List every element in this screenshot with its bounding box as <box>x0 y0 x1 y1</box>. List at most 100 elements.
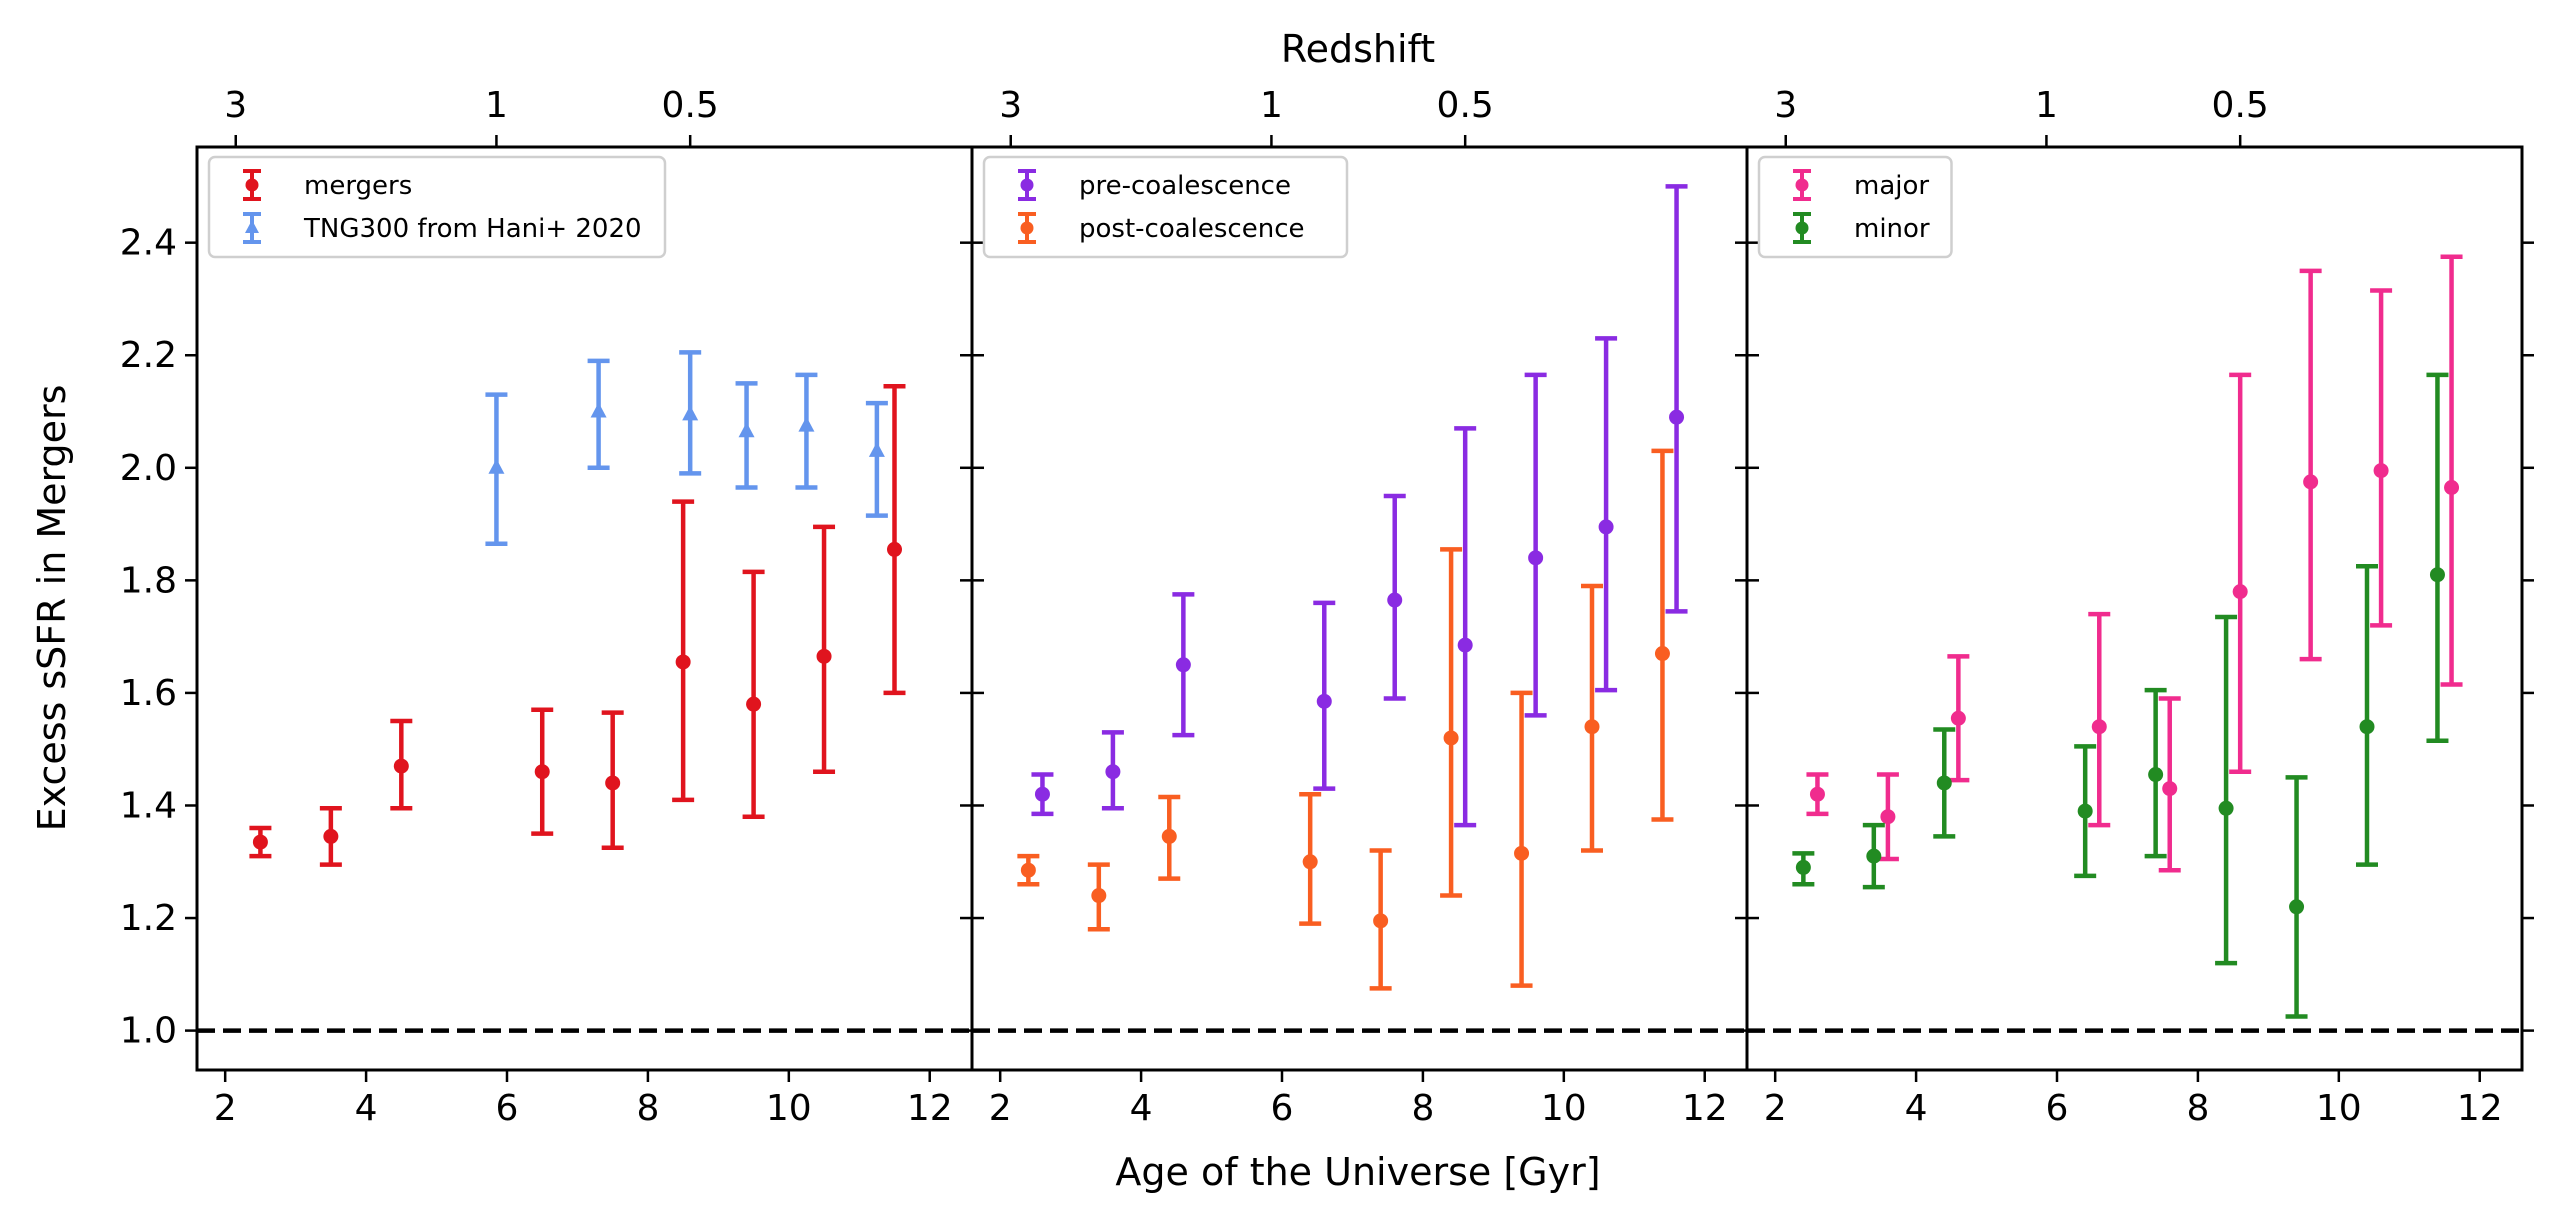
data-point <box>816 648 832 664</box>
x-tick-label: 4 <box>1905 1088 1928 1129</box>
top-tick-label: 1 <box>485 85 508 126</box>
y-tick-label: 1.4 <box>120 785 177 826</box>
x-tick-label: 12 <box>2457 1088 2503 1129</box>
data-point <box>1795 859 1811 875</box>
x-tick-label: 2 <box>214 1088 237 1129</box>
legend-label: mergers <box>304 171 412 201</box>
series-tng300-from-hani-2020 <box>485 350 888 547</box>
data-point <box>2373 463 2389 479</box>
series-major <box>1806 254 2463 873</box>
top-tick-label: 3 <box>999 85 1022 126</box>
legend-label: TNG300 from Hani+ 2020 <box>303 214 642 244</box>
plot-frame <box>970 145 1749 1072</box>
data-point <box>2429 567 2445 583</box>
y-tick-label: 1.0 <box>120 1011 177 1052</box>
legend: pre-coalescence post-coalescence <box>982 155 1349 259</box>
y-tick-label: 2.0 <box>120 448 177 489</box>
data-point <box>1020 862 1036 878</box>
x-tick-label: 2 <box>1764 1088 1787 1129</box>
legend-marker <box>1020 178 1034 192</box>
x-tick-label: 8 <box>636 1088 659 1129</box>
series-mergers <box>249 383 906 867</box>
data-point <box>1302 854 1318 870</box>
data-point <box>1316 693 1332 709</box>
top-tick-label: 0.5 <box>1437 85 1494 126</box>
x-tick-label: 6 <box>496 1088 519 1129</box>
x-tick-label: 12 <box>907 1088 953 1129</box>
data-point <box>675 654 691 670</box>
data-point <box>323 828 339 844</box>
top-tick-label: 0.5 <box>662 85 719 126</box>
data-point <box>1584 719 1600 735</box>
series-minor <box>1792 372 2449 1019</box>
data-point <box>746 696 762 712</box>
legend-box <box>982 155 1349 259</box>
x-tick-label: 6 <box>2046 1088 2069 1129</box>
top-tick-label: 1 <box>1260 85 1283 126</box>
panel-2: 2 4 6 8 10 12 3 1 0.5 pre-coalescence post-coalesc… <box>970 85 1749 1129</box>
plot-frame <box>195 145 974 1072</box>
data-point <box>2444 479 2460 495</box>
data-point <box>1528 550 1544 566</box>
panel-3: 2 4 6 8 10 12 3 1 0.5 major minor <box>1745 85 2534 1129</box>
data-point <box>1387 592 1403 608</box>
data-point <box>2232 584 2248 600</box>
data-point <box>1034 786 1050 802</box>
data-point <box>1880 809 1896 825</box>
data-point <box>534 764 550 780</box>
y-tick-label: 2.2 <box>120 335 177 376</box>
data-point <box>1654 646 1670 662</box>
data-point <box>2359 719 2375 735</box>
data-point <box>1809 786 1825 802</box>
panels-group: 2 4 6 8 10 123 1 0.51.01.21.41.61.82.02.22.4mer… <box>120 85 2534 1129</box>
data-point <box>2303 474 2319 490</box>
data-point <box>682 405 699 421</box>
data-point <box>1866 848 1882 864</box>
x-tick-label: 6 <box>1271 1088 1294 1129</box>
legend-label: minor <box>1854 214 1930 244</box>
plot-frame <box>1745 145 2524 1072</box>
data-point <box>1457 637 1473 653</box>
top-axis-title: Redshift <box>1281 27 1435 71</box>
data-point <box>2162 781 2178 797</box>
data-point <box>2077 803 2093 819</box>
legend-box <box>207 155 667 259</box>
data-point <box>798 416 815 432</box>
data-point <box>1091 888 1107 904</box>
legend-label: major <box>1854 171 1929 201</box>
x-tick-label: 10 <box>2316 1088 2362 1129</box>
data-point <box>2148 767 2164 783</box>
legend: mergers TNG300 from Hani+ 2020 <box>207 155 667 259</box>
x-tick-label: 4 <box>355 1088 378 1129</box>
data-point <box>1443 730 1459 746</box>
top-tick-label: 1 <box>2035 85 2058 126</box>
x-tick-label: 4 <box>1130 1088 1153 1129</box>
x-axis-title: Age of the Universe [Gyr] <box>1115 1150 1600 1194</box>
x-tick-label: 10 <box>1541 1088 1587 1129</box>
legend-label: pre-coalescence <box>1079 171 1291 201</box>
x-tick-label: 8 <box>2186 1088 2209 1129</box>
legend-marker <box>245 178 259 192</box>
data-point <box>1105 764 1121 780</box>
series-post-coalescence <box>1017 448 1674 991</box>
x-tick-label: 2 <box>989 1088 1012 1129</box>
y-tick-label: 1.8 <box>120 560 177 601</box>
data-point <box>1598 519 1614 535</box>
data-point <box>868 441 885 457</box>
data-point <box>605 775 621 791</box>
y-tick-label: 1.2 <box>120 898 177 939</box>
legend-marker <box>245 220 259 233</box>
data-point <box>738 422 755 438</box>
data-point <box>2289 899 2305 915</box>
data-point <box>1373 913 1389 929</box>
data-point <box>590 402 607 418</box>
legend-marker <box>1795 221 1809 235</box>
y-tick-label: 1.6 <box>120 673 177 714</box>
y-axis-title: Excess sSFR in Mergers <box>30 385 74 832</box>
legend-label: post-coalescence <box>1079 214 1305 244</box>
data-point <box>1669 409 1685 425</box>
x-tick-label: 10 <box>766 1088 812 1129</box>
data-point <box>2091 719 2107 735</box>
series-pre-coalescence <box>1031 184 1688 828</box>
